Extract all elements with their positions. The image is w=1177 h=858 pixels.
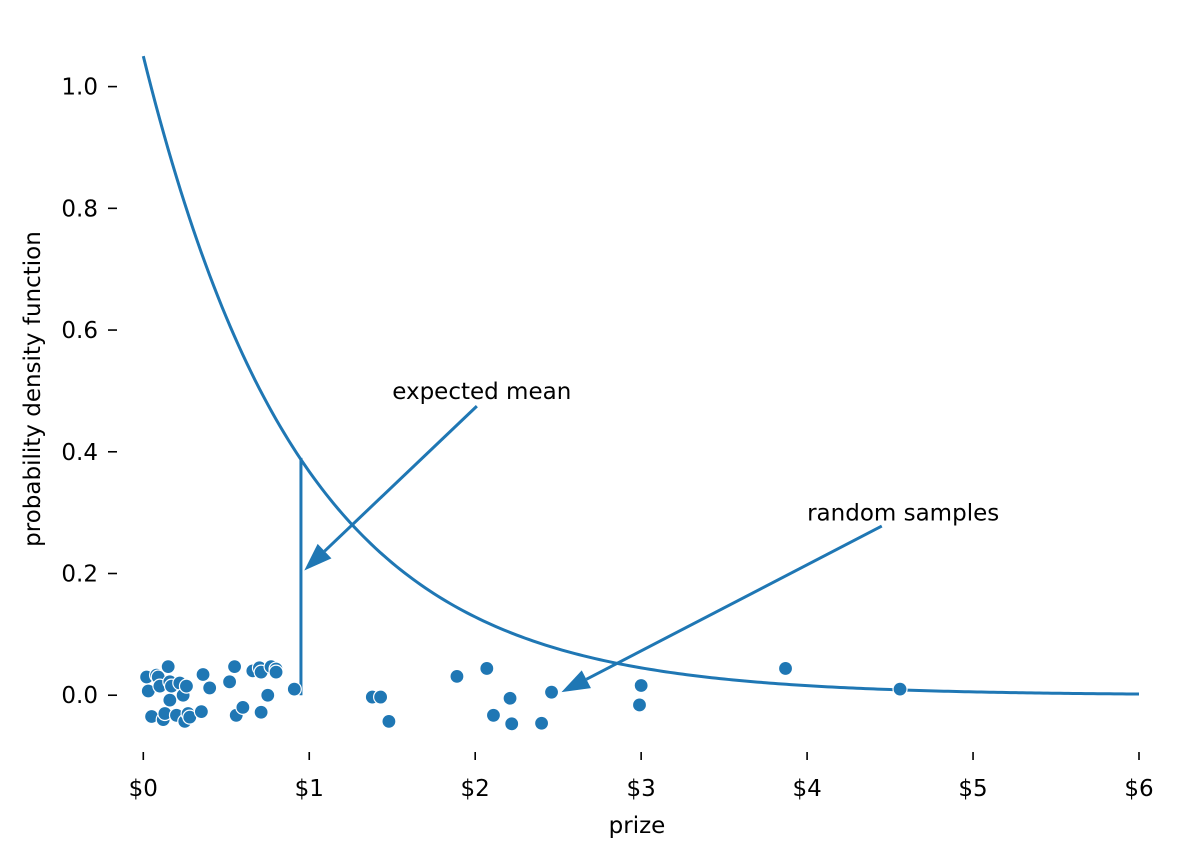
x-tick-label-0: $0 xyxy=(129,776,158,802)
sample-point-16 xyxy=(178,678,195,694)
y-tick-label-5: 1.0 xyxy=(61,75,98,101)
sample-point-42 xyxy=(504,716,520,732)
sample-point-33 xyxy=(268,664,284,680)
y-tick-label-1: 0.2 xyxy=(61,562,98,588)
random-samples xyxy=(139,659,908,732)
annotation-arrowhead-0 xyxy=(304,543,332,571)
annotation-arrow-0 xyxy=(323,405,478,553)
annotation-arrowhead-1 xyxy=(561,670,591,693)
sample-point-22 xyxy=(221,674,238,690)
sample-point-48 xyxy=(892,681,908,697)
plot-area: $0 $1 $2 $3 $4 $5 $6 0.0 0.2 0.4 0.6 0.8 1.0 expect… xyxy=(61,55,1154,802)
x-axis: $0 $1 $2 $3 $4 $5 $6 xyxy=(129,752,1154,802)
x-tick-label-5: $5 xyxy=(958,776,987,802)
annotation-label-0: expected mean xyxy=(392,379,571,405)
sample-point-47 xyxy=(777,660,794,677)
sample-point-41 xyxy=(502,690,518,706)
y-axis-label: probability density function xyxy=(20,231,46,547)
annotations: expected mean random samples xyxy=(304,379,999,693)
x-axis-label: prize xyxy=(609,813,666,839)
x-tick-label-4: $4 xyxy=(792,776,821,802)
sample-point-8 xyxy=(160,659,176,675)
annotation-arrow-1 xyxy=(585,524,883,681)
sample-point-23 xyxy=(226,659,243,675)
y-tick-label-3: 0.6 xyxy=(61,318,98,344)
sample-point-19 xyxy=(193,704,209,720)
sample-point-44 xyxy=(543,684,560,700)
annotation-label-1: random samples xyxy=(807,501,999,527)
x-tick-label-3: $3 xyxy=(627,776,656,802)
sample-point-38 xyxy=(449,668,465,684)
sample-point-21 xyxy=(202,680,218,696)
y-tick-label-2: 0.4 xyxy=(61,440,98,466)
sample-point-43 xyxy=(533,715,550,731)
sample-point-29 xyxy=(253,704,269,720)
sample-point-40 xyxy=(485,707,502,723)
sample-point-25 xyxy=(235,699,251,715)
sample-point-37 xyxy=(381,713,397,729)
sample-point-10 xyxy=(162,692,178,708)
y-axis: 0.0 0.2 0.4 0.6 0.8 1.0 xyxy=(61,75,117,709)
y-tick-label-4: 0.8 xyxy=(61,196,98,222)
sample-point-39 xyxy=(479,660,495,677)
x-tick-label-2: $2 xyxy=(461,776,490,802)
sample-point-30 xyxy=(260,687,276,703)
sample-point-34 xyxy=(286,681,302,697)
sample-point-20 xyxy=(195,666,211,683)
pdf-curve xyxy=(141,55,1140,696)
sample-point-45 xyxy=(631,697,648,713)
sample-point-46 xyxy=(633,677,649,694)
x-tick-label-6: $6 xyxy=(1124,776,1153,802)
x-tick-label-1: $1 xyxy=(295,776,324,802)
y-tick-label-0: 0.0 xyxy=(61,683,98,709)
sample-point-36 xyxy=(373,689,389,705)
